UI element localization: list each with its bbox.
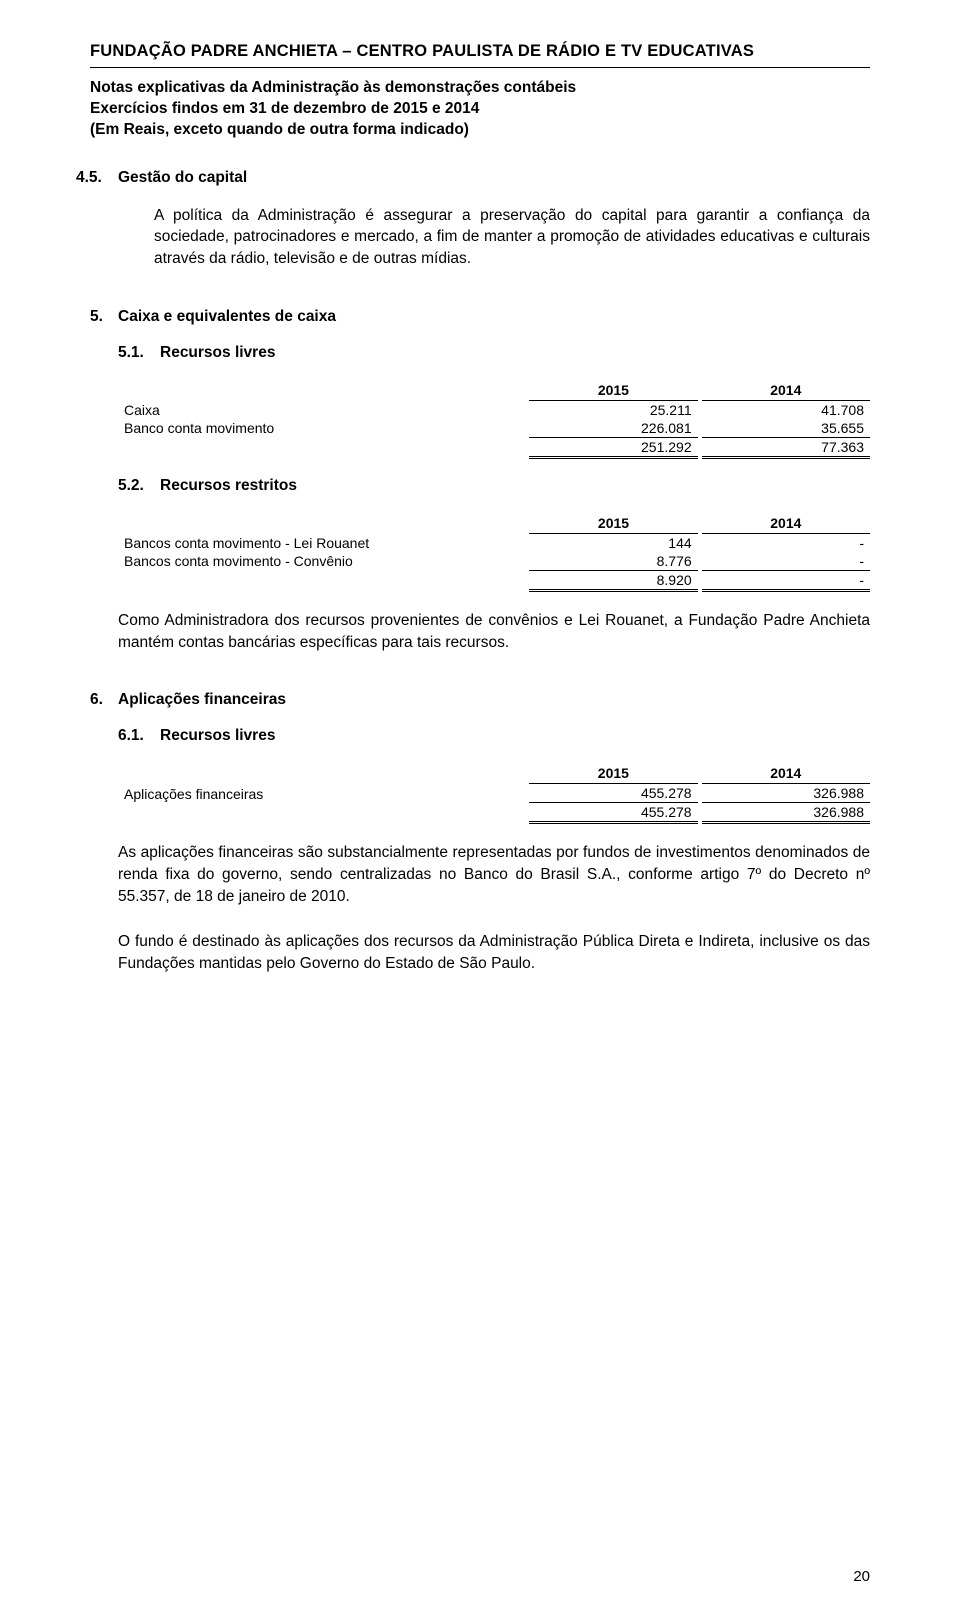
section-6-1-p1: As aplicações financeiras são substancia… xyxy=(118,842,870,907)
section-6-1-title: Recursos livres xyxy=(160,727,275,744)
section-4-5-title: Gestão do capital xyxy=(118,169,247,186)
cell-val: 226.081 xyxy=(529,419,697,438)
table-5-2: 2015 2014 Bancos conta movimento - Lei R… xyxy=(118,513,870,592)
cell-val: 35.655 xyxy=(702,419,870,438)
cell-total: 77.363 xyxy=(702,437,870,457)
cell-label: Caixa xyxy=(118,400,529,419)
col-2014: 2014 xyxy=(702,513,870,534)
section-5-num: 5. xyxy=(90,308,118,326)
table-header-row: 2015 2014 xyxy=(118,380,870,401)
section-5-2-title: Recursos restritos xyxy=(160,477,297,494)
cell-total: 8.920 xyxy=(529,570,697,590)
cell-total: - xyxy=(702,570,870,590)
page: FUNDAÇÃO PADRE ANCHIETA – CENTRO PAULIST… xyxy=(0,0,960,1615)
cell-val: 326.988 xyxy=(702,784,870,803)
cell-label: Bancos conta movimento - Convênio xyxy=(118,552,529,571)
section-4-5-heading: 4.5.Gestão do capital xyxy=(90,169,870,187)
title-divider xyxy=(90,67,870,68)
section-6-1-heading: 6.1.Recursos livres xyxy=(118,727,870,745)
table-5-1: 2015 2014 Caixa 25.211 41.708 Banco cont… xyxy=(118,380,870,459)
table-row: Aplicações financeiras 455.278 326.988 xyxy=(118,784,870,803)
col-2015: 2015 xyxy=(529,513,697,534)
col-2014: 2014 xyxy=(702,380,870,401)
section-5-1-title: Recursos livres xyxy=(160,344,275,361)
table-total-row: 8.920 - xyxy=(118,570,870,590)
col-2014: 2014 xyxy=(702,763,870,784)
page-number: 20 xyxy=(853,1568,870,1585)
section-6-heading: 6.Aplicações financeiras xyxy=(90,691,870,709)
section-5-1-num: 5.1. xyxy=(118,344,160,362)
table-row: Bancos conta movimento - Convênio 8.776 … xyxy=(118,552,870,571)
table-total-row: 455.278 326.988 xyxy=(118,803,870,823)
subhead-line2: Exercícios findos em 31 de dezembro de 2… xyxy=(90,100,479,117)
section-4-5-paragraph: A política da Administração é assegurar … xyxy=(154,205,870,270)
cell-val: 455.278 xyxy=(529,784,697,803)
subhead-line1: Notas explicativas da Administração às d… xyxy=(90,79,576,96)
section-5-2-paragraph: Como Administradora dos recursos proveni… xyxy=(118,610,870,653)
cell-val: 25.211 xyxy=(529,400,697,419)
section-5-title: Caixa e equivalentes de caixa xyxy=(118,308,336,325)
cell-val: - xyxy=(702,552,870,571)
section-5-2-num: 5.2. xyxy=(118,477,160,495)
org-title: FUNDAÇÃO PADRE ANCHIETA – CENTRO PAULIST… xyxy=(90,42,870,61)
cell-val: - xyxy=(702,533,870,552)
section-6-1-p2: O fundo é destinado às aplicações dos re… xyxy=(118,931,870,974)
table-6-1: 2015 2014 Aplicações financeiras 455.278… xyxy=(118,763,870,824)
cell-label: Bancos conta movimento - Lei Rouanet xyxy=(118,533,529,552)
table-header-row: 2015 2014 xyxy=(118,763,870,784)
cell-total: 251.292 xyxy=(529,437,697,457)
col-2015: 2015 xyxy=(529,380,697,401)
cell-val: 41.708 xyxy=(702,400,870,419)
section-6-num: 6. xyxy=(90,691,118,709)
cell-val: 144 xyxy=(529,533,697,552)
cell-label: Banco conta movimento xyxy=(118,419,529,438)
section-5-1-heading: 5.1.Recursos livres xyxy=(118,344,870,362)
cell-label: Aplicações financeiras xyxy=(118,784,529,803)
table-row: Banco conta movimento 226.081 35.655 xyxy=(118,419,870,438)
cell-val: 8.776 xyxy=(529,552,697,571)
table-row: Bancos conta movimento - Lei Rouanet 144… xyxy=(118,533,870,552)
cell-total: 455.278 xyxy=(529,803,697,823)
section-4-5-num: 4.5. xyxy=(76,169,118,187)
table-header-row: 2015 2014 xyxy=(118,513,870,534)
col-2015: 2015 xyxy=(529,763,697,784)
table-total-row: 251.292 77.363 xyxy=(118,437,870,457)
section-6-1-num: 6.1. xyxy=(118,727,160,745)
doc-subhead: Notas explicativas da Administração às d… xyxy=(90,78,870,141)
section-5-2-heading: 5.2.Recursos restritos xyxy=(118,477,870,495)
cell-total: 326.988 xyxy=(702,803,870,823)
section-6-title: Aplicações financeiras xyxy=(118,691,286,708)
table-row: Caixa 25.211 41.708 xyxy=(118,400,870,419)
subhead-line3: (Em Reais, exceto quando de outra forma … xyxy=(90,121,469,138)
section-5-heading: 5.Caixa e equivalentes de caixa xyxy=(90,308,870,326)
